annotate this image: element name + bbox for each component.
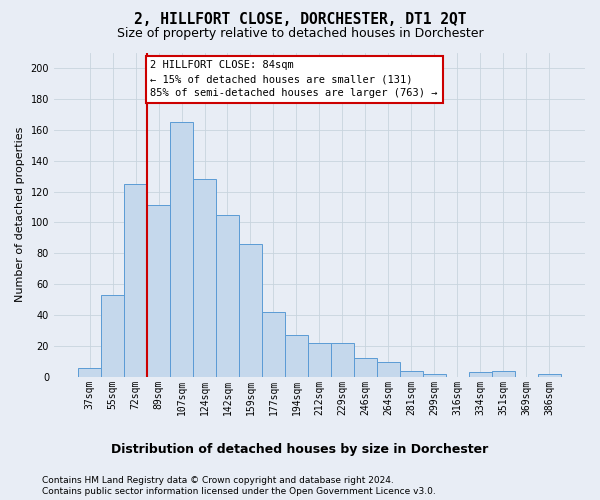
Bar	[308, 343, 331, 377]
Text: Distribution of detached houses by size in Dorchester: Distribution of detached houses by size …	[112, 442, 488, 456]
Bar	[469, 372, 492, 377]
Bar	[147, 206, 170, 377]
Bar	[538, 374, 561, 377]
Bar	[124, 184, 147, 377]
Text: Contains HM Land Registry data © Crown copyright and database right 2024.: Contains HM Land Registry data © Crown c…	[42, 476, 394, 485]
Text: 2 HILLFORT CLOSE: 84sqm
← 15% of detached houses are smaller (131)
85% of semi-d: 2 HILLFORT CLOSE: 84sqm ← 15% of detache…	[151, 60, 438, 98]
Y-axis label: Number of detached properties: Number of detached properties	[15, 127, 25, 302]
Bar	[423, 374, 446, 377]
Bar	[262, 312, 285, 377]
Bar	[170, 122, 193, 377]
Bar	[101, 295, 124, 377]
Bar	[492, 371, 515, 377]
Bar	[239, 244, 262, 377]
Bar	[285, 336, 308, 377]
Bar	[193, 179, 216, 377]
Bar	[400, 371, 423, 377]
Text: 2, HILLFORT CLOSE, DORCHESTER, DT1 2QT: 2, HILLFORT CLOSE, DORCHESTER, DT1 2QT	[134, 12, 466, 28]
Text: Size of property relative to detached houses in Dorchester: Size of property relative to detached ho…	[116, 28, 484, 40]
Bar	[354, 358, 377, 377]
Bar	[331, 343, 354, 377]
Bar	[78, 368, 101, 377]
Text: Contains public sector information licensed under the Open Government Licence v3: Contains public sector information licen…	[42, 488, 436, 496]
Bar	[216, 214, 239, 377]
Bar	[377, 362, 400, 377]
